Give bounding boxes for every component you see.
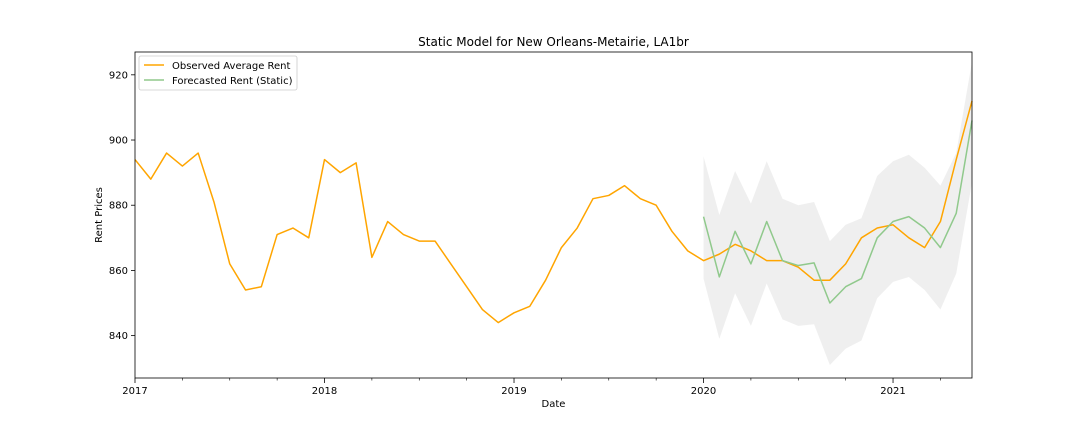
x-tick-label: 2018 xyxy=(312,386,337,397)
x-tick-label: 2021 xyxy=(880,386,905,397)
y-tick-label: 880 xyxy=(109,201,128,212)
x-axis-label: Date xyxy=(542,399,566,410)
chart-title: Static Model for New Orleans-Metairie, L… xyxy=(418,35,689,49)
y-axis-label: Rent Prices xyxy=(94,187,105,243)
y-tick-label: 920 xyxy=(109,70,128,81)
series-lines-layer xyxy=(134,100,973,324)
confidence-band-layer xyxy=(703,61,972,365)
x-tick-label: 2017 xyxy=(122,386,147,397)
series-line-observed xyxy=(134,100,973,324)
y-axis: 840 860 880 900 920 xyxy=(109,70,135,342)
legend-box xyxy=(138,55,298,91)
plot-frame xyxy=(134,51,973,379)
forecast-confidence-band xyxy=(703,61,972,365)
y-tick-label: 860 xyxy=(109,266,128,277)
series-line-forecast xyxy=(702,120,973,304)
legend-label-forecast: Forecasted Rent (Static) xyxy=(172,76,293,87)
x-tick-label: 2019 xyxy=(501,386,526,397)
legend-label-observed: Observed Average Rent xyxy=(172,61,291,72)
x-tick-label: 2020 xyxy=(691,386,716,397)
y-tick-label: 840 xyxy=(109,331,128,342)
x-axis: 2017 2018 2019 2020 2021 xyxy=(122,378,941,397)
y-tick-label: 900 xyxy=(109,136,128,147)
legend: Observed Average Rent Forecasted Rent (S… xyxy=(138,55,298,91)
